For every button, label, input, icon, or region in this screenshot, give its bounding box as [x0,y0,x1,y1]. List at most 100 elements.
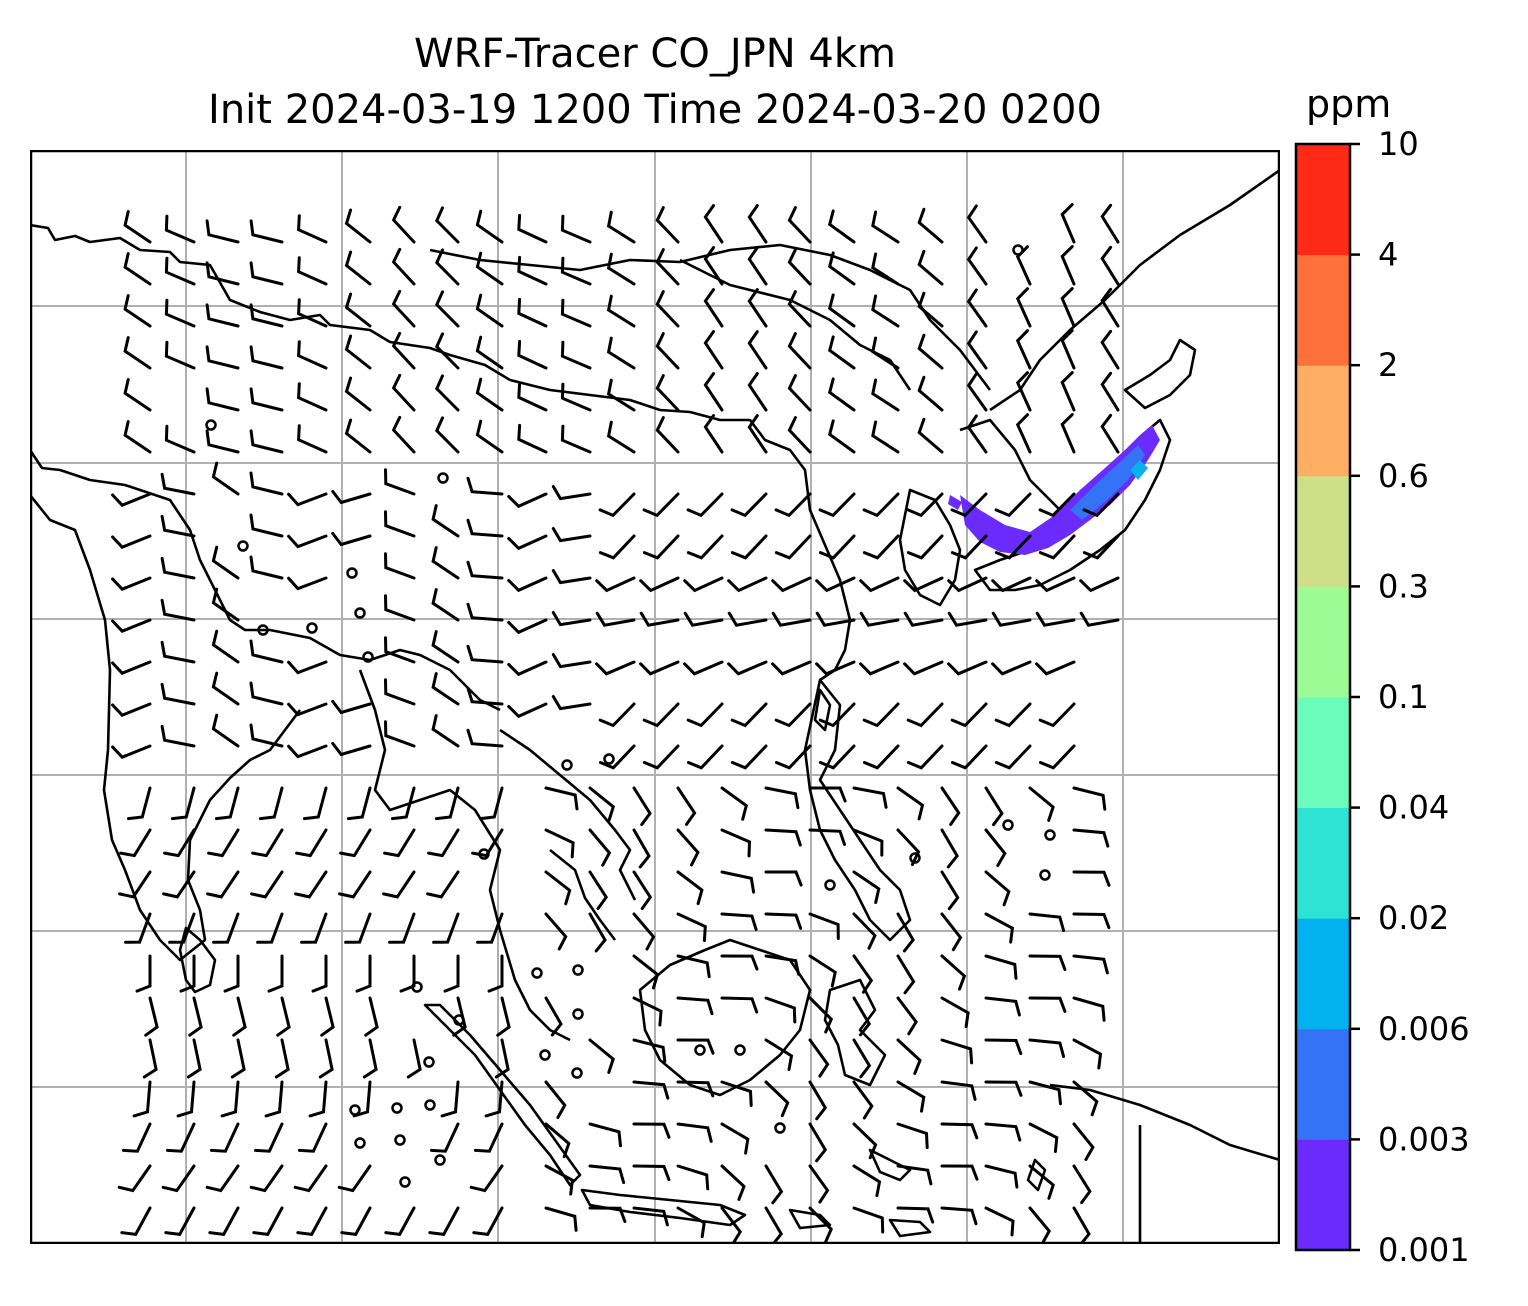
wind-barb [703,288,724,328]
wind-barb [111,744,152,759]
wind-barb [606,378,636,412]
colorbar-segment [1296,254,1350,366]
wind-barb [1072,1206,1091,1244]
wind-barb [764,954,801,976]
wind-barb [163,828,196,858]
wind-barb [1079,576,1120,593]
map-panel [30,150,1280,1244]
calm-wind-circle [394,1134,406,1146]
wind-barb [1015,287,1032,328]
wind-barb [852,828,884,857]
wind-barb [852,912,877,950]
wind-barb [308,1080,328,1118]
wind-barb [747,288,768,328]
coastline [898,488,962,607]
coastline [429,243,992,391]
wind-barb [344,376,372,412]
wind-barb [818,492,856,518]
wind-barb [655,332,680,370]
wind-barb [551,569,592,585]
wind-barb [258,786,284,821]
wind-barb [297,340,328,370]
coastline [1026,1158,1047,1192]
wind-barb [595,660,636,676]
wind-barb [1028,1038,1066,1058]
wind-barb [344,334,372,370]
wind-barb [123,336,152,370]
wind-barb [771,660,812,676]
wind-barb [606,336,636,370]
wind-barb [170,786,196,821]
wind-barb [142,1038,158,1079]
wind-barb [1028,1164,1055,1200]
wind-barb [676,1080,715,1098]
wind-barb [164,214,196,244]
wind-barb [940,996,970,1029]
wind-barb [720,870,756,894]
colorbar-segment [1296,697,1350,809]
wind-barb [1060,329,1076,370]
coastline [30,449,501,712]
wind-barb [871,252,900,286]
wind-barb [896,828,921,866]
wind-barb [606,252,636,286]
wind-barb [435,416,460,454]
colorbar-segment [1296,365,1350,477]
wind-barb [391,415,416,454]
colorbar-tick-label: 0.6 [1378,457,1429,495]
colorbar-segment [1296,586,1350,698]
wind-barb [940,1164,979,1181]
wind-barb [1028,786,1055,822]
wind-barb [388,912,416,944]
wind-barb [560,382,592,412]
wind-barb [431,630,460,664]
wind-barb [160,556,196,580]
wind-barb [384,636,416,664]
wind-barb [331,489,372,505]
wind-barb [390,786,416,821]
coastline [509,378,852,682]
wind-barb [111,702,152,717]
colorbar-tick-label: 0.001 [1378,1231,1470,1269]
wind-barb [111,534,152,549]
wind-barb [896,1164,933,1186]
wind-barb [249,387,284,412]
wind-barb [984,912,1015,944]
wind-barb [160,724,196,748]
wind-barb [1082,492,1120,518]
wind-barb [391,373,416,412]
wind-barb [676,912,707,942]
wind-barb [124,912,152,944]
wind-barb [1072,1122,1095,1161]
wind-barb [720,912,758,931]
wind-barb [384,468,416,496]
calm-wind-circle [1039,869,1051,881]
wind-barb [164,340,196,370]
wind-barb [1100,413,1120,454]
wind-barb [1028,954,1067,971]
wind-barb [478,786,504,821]
wind-barb [475,335,504,370]
wind-barb [249,345,284,370]
wind-barb [1028,1122,1059,1153]
calm-wind-circle [424,1099,436,1111]
colorbar-tick-label: 0.1 [1378,678,1429,716]
wind-barb [917,207,944,244]
wind-barb [344,250,372,286]
wind-barb [475,293,504,328]
wind-barb [475,419,504,454]
wind-barb [727,660,768,676]
coastline [549,848,617,941]
wind-barb [164,298,196,328]
colorbar-tick-label: 0.3 [1378,567,1429,605]
wind-barb [544,870,572,906]
wind-barb [984,1206,1015,1237]
wind-barb [906,534,944,560]
wind-barb [632,1164,671,1182]
wind-barb [205,261,240,286]
wind-barb [827,377,856,412]
calm-wind-circle [572,964,584,976]
wind-barb [940,828,959,869]
wind-barb [431,546,460,580]
wind-barb [1015,245,1032,286]
